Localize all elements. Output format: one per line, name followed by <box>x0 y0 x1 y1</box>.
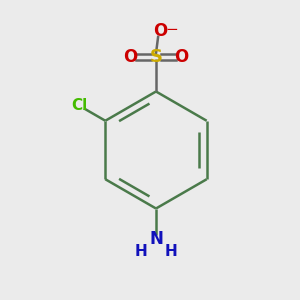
Text: N: N <box>149 230 163 247</box>
Text: O: O <box>153 22 168 40</box>
Text: H: H <box>165 244 177 259</box>
Text: S: S <box>149 48 163 66</box>
Text: H: H <box>135 244 147 259</box>
Text: O: O <box>174 48 189 66</box>
Text: O: O <box>123 48 138 66</box>
Text: −: − <box>166 22 178 37</box>
Text: Cl: Cl <box>71 98 88 113</box>
